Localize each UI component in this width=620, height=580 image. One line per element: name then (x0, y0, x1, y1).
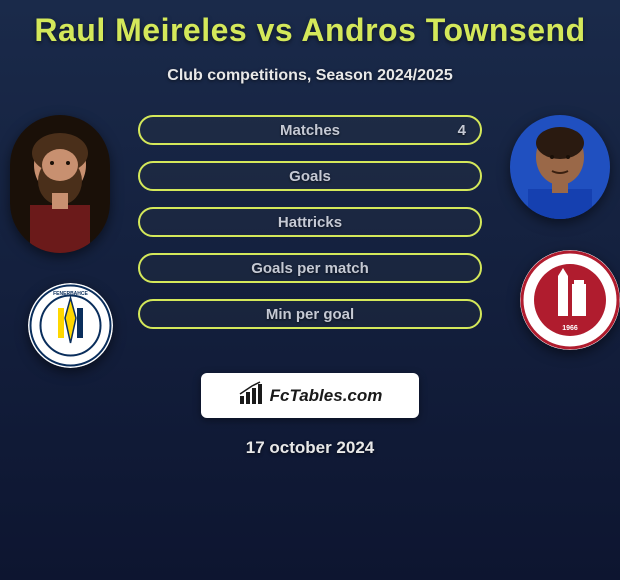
chart-icon (238, 380, 264, 411)
stat-label: Hattricks (278, 214, 342, 231)
svg-text:FENERBAHCE: FENERBAHCE (53, 291, 88, 297)
stat-label: Min per goal (266, 306, 354, 323)
club-left-logo: FENERBAHCE (28, 283, 113, 368)
stat-label: Matches (280, 122, 340, 139)
stat-row-matches: Matches 4 (138, 115, 482, 145)
brand-text: FcTables.com (270, 386, 383, 406)
stat-label: Goals per match (251, 260, 369, 277)
stats-column: Matches 4 Goals Hattricks Goals per matc… (138, 115, 482, 345)
player-left-photo (10, 115, 110, 253)
svg-text:1966: 1966 (562, 325, 578, 332)
comparison-panel: FENERBAHCE 1966 Matches 4 Goals Hattrick… (0, 115, 620, 365)
date-text: 17 october 2024 (0, 438, 620, 458)
stat-row-goals: Goals (138, 161, 482, 191)
stat-value-right: 4 (458, 122, 466, 139)
club-right-logo: 1966 (520, 250, 620, 350)
player-right-photo (510, 115, 610, 219)
page-title: Raul Meireles vs Andros Townsend (0, 0, 620, 49)
subtitle: Club competitions, Season 2024/2025 (0, 67, 620, 85)
stat-label: Goals (289, 168, 331, 185)
stat-row-gpm: Goals per match (138, 253, 482, 283)
stat-row-mpg: Min per goal (138, 299, 482, 329)
stat-row-hattricks: Hattricks (138, 207, 482, 237)
brand-badge[interactable]: FcTables.com (201, 373, 419, 418)
